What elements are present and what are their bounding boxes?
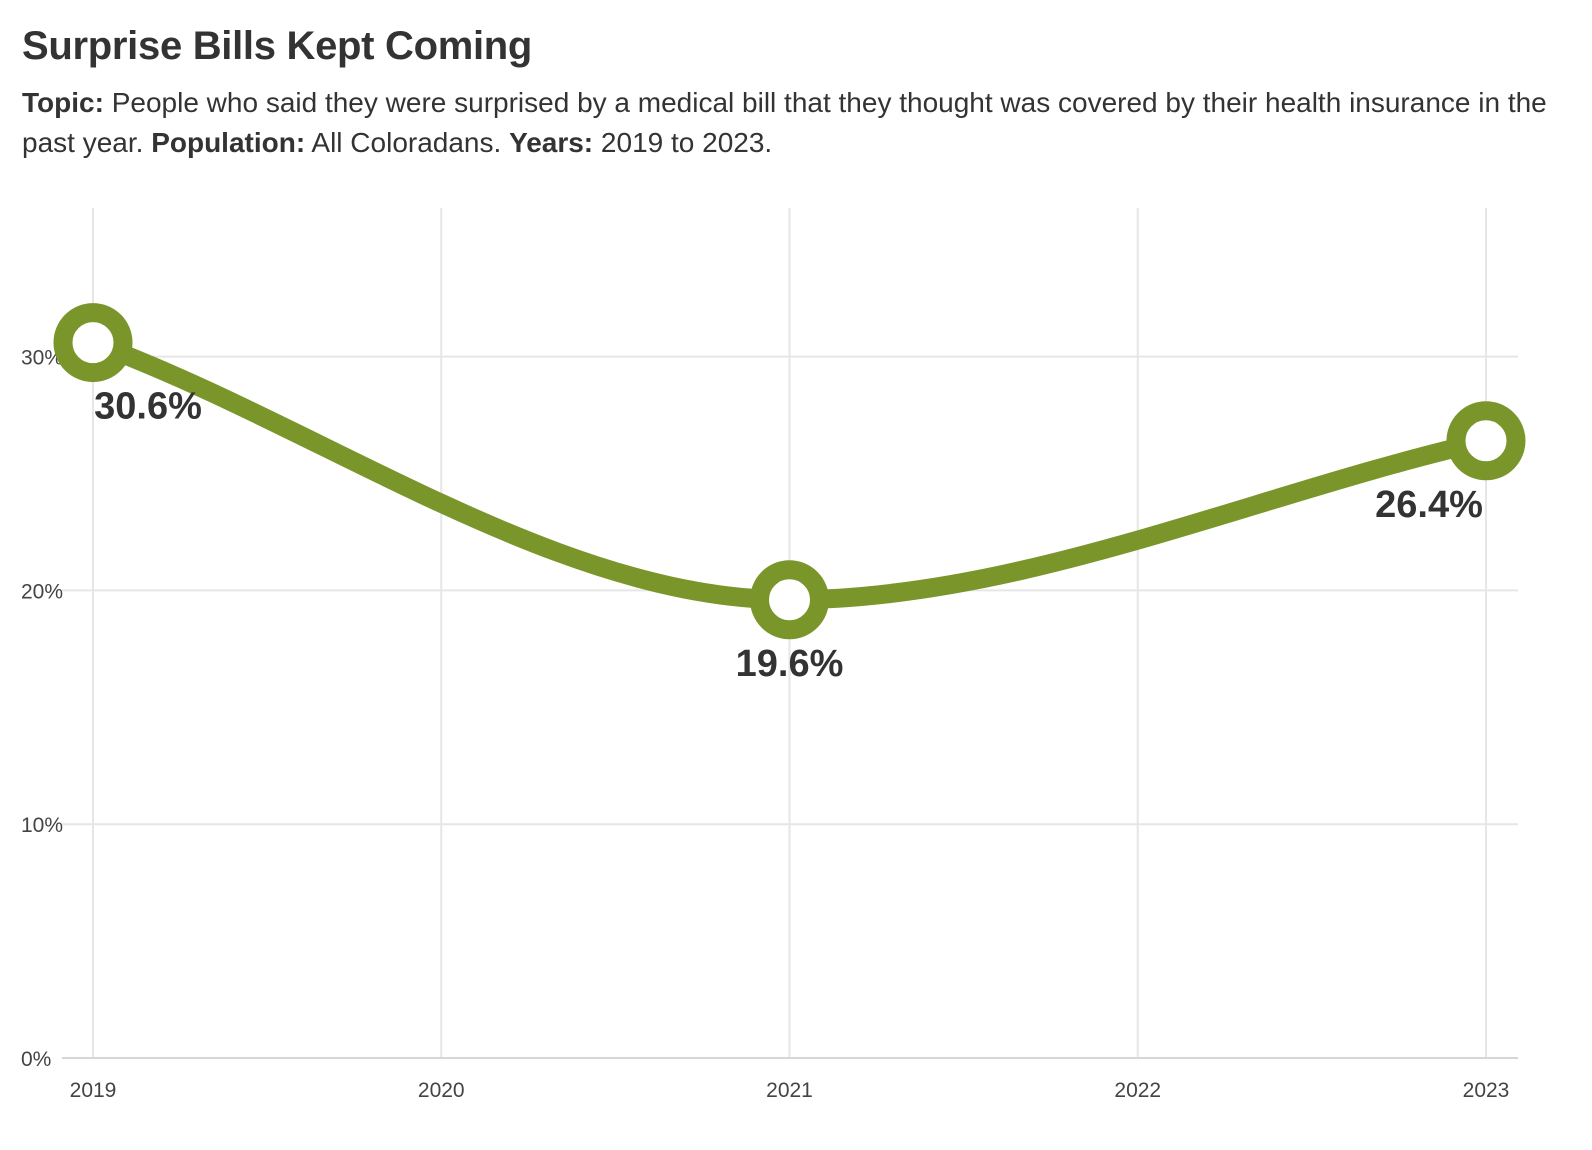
y-tick-label-0: 0% bbox=[21, 1048, 51, 1071]
data-label-2021: 19.6% bbox=[736, 643, 844, 685]
x-tick-label-2019: 2019 bbox=[70, 1079, 117, 1102]
topic-label: Topic: bbox=[22, 87, 104, 118]
y-tick-label-10: 10% bbox=[21, 814, 63, 837]
data-label-2019: 30.6% bbox=[94, 386, 202, 428]
years-text: 2019 to 2023. bbox=[600, 127, 773, 158]
topic-text: People who said they were surprised by a… bbox=[22, 87, 1547, 158]
y-tick-label-30: 30% bbox=[21, 347, 63, 370]
label-layer: 30.6% 19.6% 26.4% bbox=[94, 386, 1483, 685]
x-tick-label-2020: 2020 bbox=[418, 1079, 465, 1102]
years-label: Years: bbox=[509, 127, 594, 158]
x-tick-label-2022: 2022 bbox=[1114, 1079, 1161, 1102]
data-point-2019 bbox=[53, 303, 133, 383]
population-text: All Coloradans. bbox=[311, 127, 502, 158]
x-tick-label-2021: 2021 bbox=[766, 1079, 813, 1102]
y-tick-label-20: 20% bbox=[21, 580, 63, 603]
x-tick-label-2023: 2023 bbox=[1463, 1079, 1510, 1102]
series-layer bbox=[53, 303, 1526, 640]
data-point-2021 bbox=[750, 560, 829, 640]
data-point-2023 bbox=[1446, 401, 1526, 481]
chart-subtitle: Topic: People who said they were surpris… bbox=[22, 83, 1562, 163]
chart-header: Surprise Bills Kept Coming Topic: People… bbox=[22, 24, 1562, 163]
chart-title: Surprise Bills Kept Coming bbox=[22, 24, 533, 68]
axis-layer: 2019 2020 2021 2022 2023 0% 10% 20% 30% bbox=[21, 347, 1509, 1102]
population-label: Population: bbox=[151, 127, 306, 158]
data-label-2023: 26.4% bbox=[1375, 484, 1483, 526]
